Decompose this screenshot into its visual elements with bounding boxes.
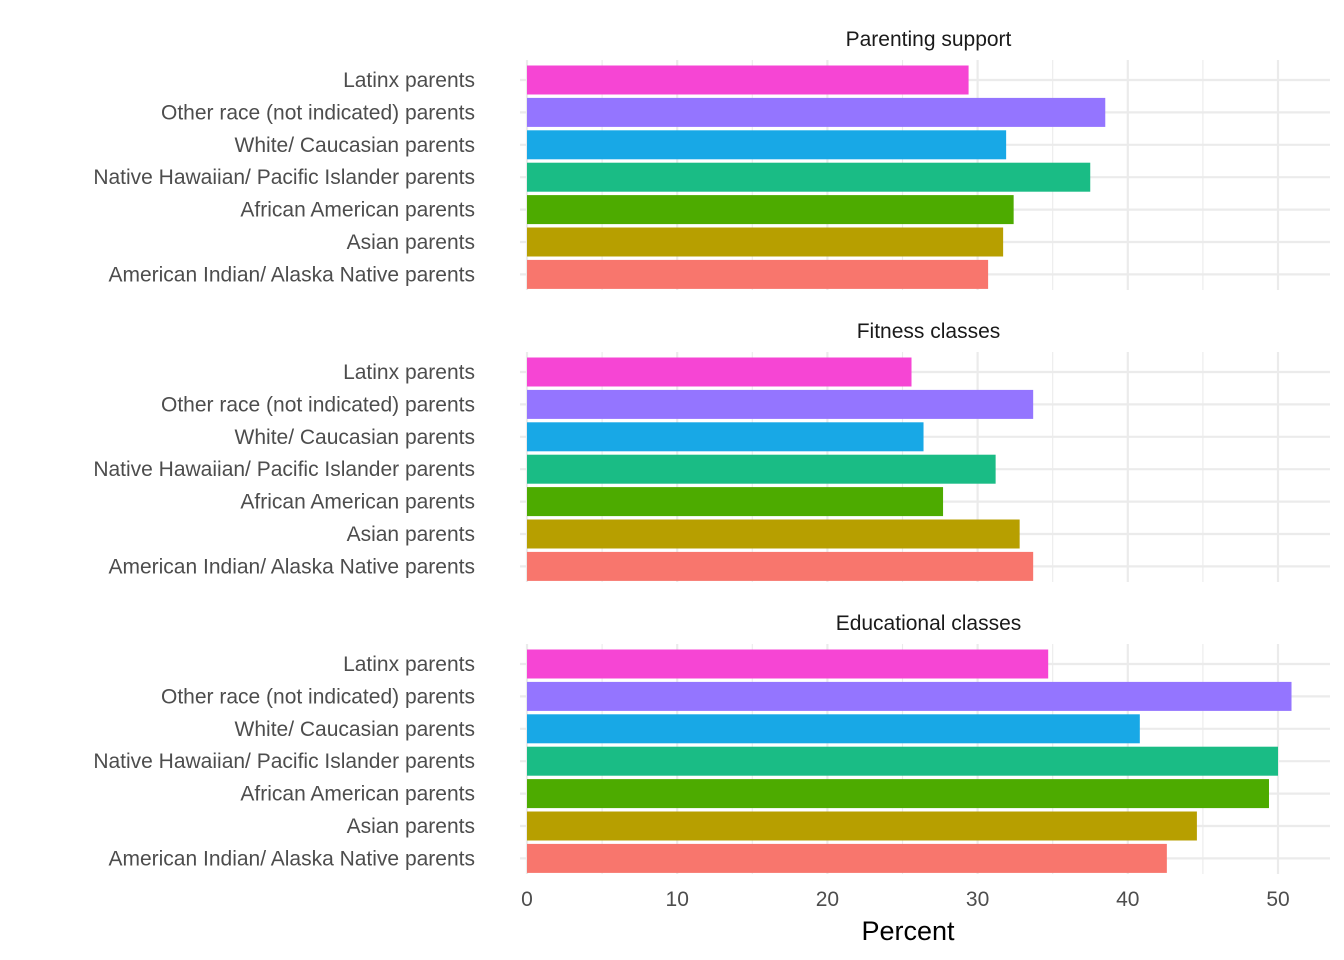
x-axis: 0 10 20 30 40 50 xyxy=(521,888,1290,911)
facet-panel: American Indian/ Alaska Native parents As… xyxy=(93,320,1330,582)
category-label: Native Hawaiian/ Pacific Islander parent… xyxy=(93,166,475,189)
bar xyxy=(527,97,1106,127)
facet-title: Parenting support xyxy=(846,28,1012,51)
x-tick-label: 50 xyxy=(1266,888,1289,911)
bar xyxy=(527,649,1049,679)
x-tick-label: 0 xyxy=(521,888,533,911)
x-axis-title: Percent xyxy=(861,916,955,946)
x-tick-label: 30 xyxy=(966,888,989,911)
category-label: Latinx parents xyxy=(343,361,475,384)
category-label: African American parents xyxy=(240,783,475,806)
bar xyxy=(527,681,1292,711)
bar xyxy=(527,487,944,517)
category-label: Asian parents xyxy=(347,815,475,838)
bar xyxy=(527,357,912,387)
category-label: Other race (not indicated) parents xyxy=(161,685,475,708)
bar xyxy=(527,454,996,484)
bar xyxy=(527,746,1278,776)
facet-title: Fitness classes xyxy=(857,320,1001,343)
bar xyxy=(527,519,1020,549)
category-label: American Indian/ Alaska Native parents xyxy=(108,555,475,578)
bar xyxy=(527,259,989,289)
category-label: American Indian/ Alaska Native parents xyxy=(108,263,475,286)
bar xyxy=(527,227,1004,257)
category-label: American Indian/ Alaska Native parents xyxy=(108,847,475,870)
bar xyxy=(527,422,924,452)
bar xyxy=(527,65,969,95)
category-label: White/ Caucasian parents xyxy=(235,134,475,157)
category-label: Other race (not indicated) parents xyxy=(161,101,475,124)
category-label: Native Hawaiian/ Pacific Islander parent… xyxy=(93,750,475,773)
bar xyxy=(527,551,1034,581)
bar xyxy=(527,779,1269,809)
bar xyxy=(527,130,1007,160)
facet-panel: American Indian/ Alaska Native parents As… xyxy=(93,28,1330,290)
bar xyxy=(527,162,1091,192)
category-label: Latinx parents xyxy=(343,653,475,676)
bar xyxy=(527,389,1034,419)
bar xyxy=(527,714,1140,744)
category-label: White/ Caucasian parents xyxy=(235,718,475,741)
facet-title: Educational classes xyxy=(836,612,1022,635)
bar xyxy=(527,811,1197,841)
category-label: Asian parents xyxy=(347,523,475,546)
category-label: White/ Caucasian parents xyxy=(235,426,475,449)
category-label: African American parents xyxy=(240,491,475,514)
x-tick-label: 20 xyxy=(816,888,839,911)
x-tick-label: 10 xyxy=(666,888,689,911)
bar xyxy=(527,843,1167,873)
category-label: Other race (not indicated) parents xyxy=(161,393,475,416)
x-tick-label: 40 xyxy=(1116,888,1139,911)
category-label: African American parents xyxy=(240,199,475,222)
bar xyxy=(527,195,1014,225)
category-label: Latinx parents xyxy=(343,69,475,92)
facet-panel: American Indian/ Alaska Native parents As… xyxy=(93,612,1330,874)
category-label: Asian parents xyxy=(347,231,475,254)
category-label: Native Hawaiian/ Pacific Islander parent… xyxy=(93,458,475,481)
